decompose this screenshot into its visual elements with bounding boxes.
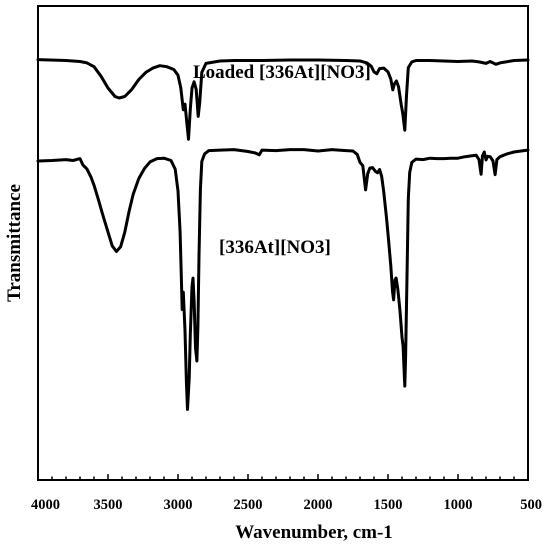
x-tick-label: 2500 (234, 497, 263, 513)
series-layer (36, 58, 530, 411)
x-axis-title: Wavenumber, cm-1 (235, 522, 393, 543)
x-tick-label: 3500 (94, 497, 123, 513)
x-tick-label: 2000 (304, 497, 333, 513)
x-tick-label: 1000 (444, 497, 473, 513)
annotation-loaded-label: Loaded [336At][NO3] (193, 62, 371, 83)
series-neat-line (36, 148, 530, 411)
x-tick-label: 1500 (374, 497, 403, 513)
x-tick-label: 3000 (164, 497, 193, 513)
x-tick-labels: 4000 3500 3000 2500 2000 1500 1000 500 (31, 497, 542, 513)
x-tick-label: 500 (520, 497, 542, 513)
x-tick-label: 4000 (31, 497, 60, 513)
series-loaded-line (36, 58, 530, 141)
y-axis-title: Transmittance (4, 184, 25, 302)
plot-frame (37, 5, 529, 481)
annotation-neat-label: [336At][NO3] (219, 237, 331, 258)
